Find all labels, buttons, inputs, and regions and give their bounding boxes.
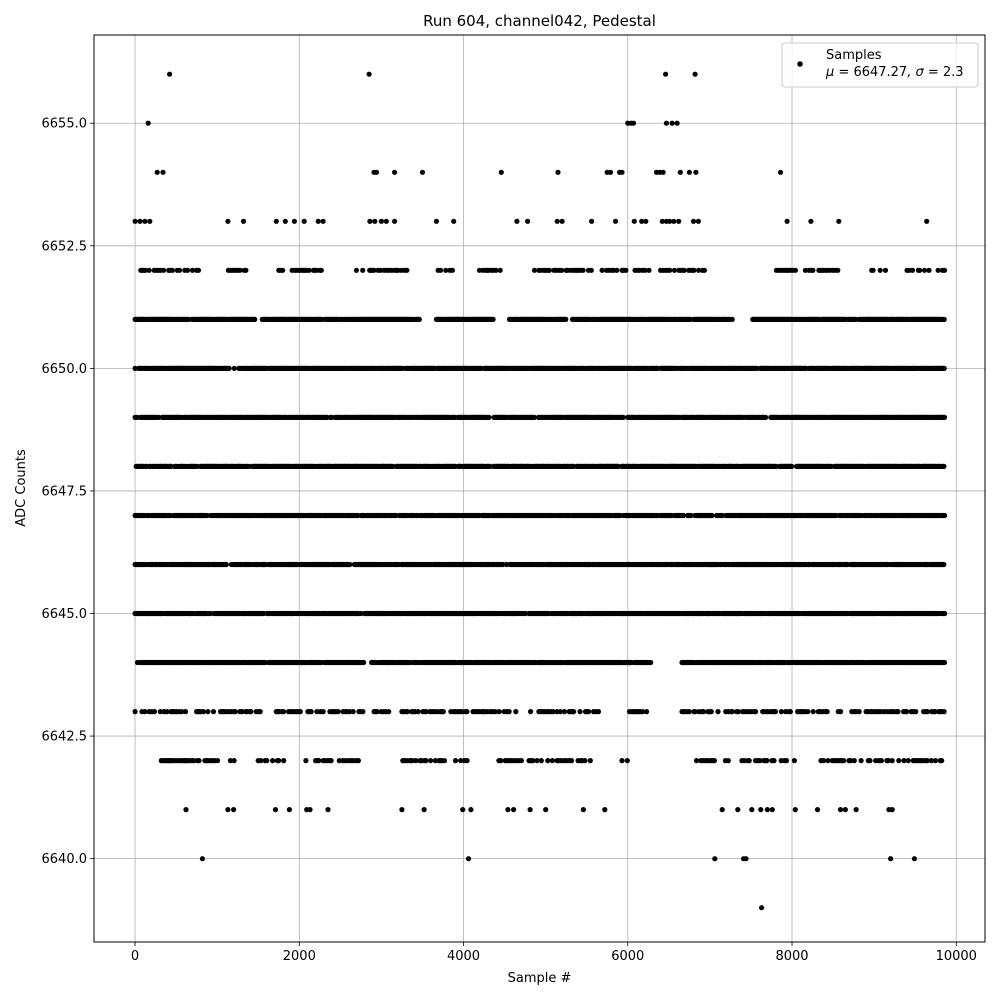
- data-point: [563, 316, 569, 322]
- data-point: [226, 365, 232, 371]
- data-point: [416, 316, 422, 322]
- data-point: [941, 561, 947, 568]
- data-point: [941, 316, 947, 322]
- data-point: [729, 316, 735, 322]
- data-point: [347, 561, 353, 568]
- data-point: [709, 512, 715, 519]
- data-point: [941, 659, 948, 666]
- data-point: [941, 463, 947, 469]
- data-point: [648, 659, 654, 666]
- data-point: [490, 316, 496, 322]
- data-point: [531, 414, 537, 420]
- data-point: [942, 512, 948, 519]
- data-point: [620, 414, 626, 420]
- data-points: [132, 71, 948, 911]
- data-point: [168, 463, 174, 469]
- data-point: [223, 561, 229, 568]
- data-point: [941, 414, 948, 420]
- data-point: [486, 414, 492, 420]
- data-point: [789, 463, 795, 469]
- data-point: [763, 414, 769, 420]
- data-point: [231, 365, 237, 371]
- data-point: [941, 365, 947, 371]
- data-point: [252, 316, 258, 322]
- data-point: [361, 659, 367, 666]
